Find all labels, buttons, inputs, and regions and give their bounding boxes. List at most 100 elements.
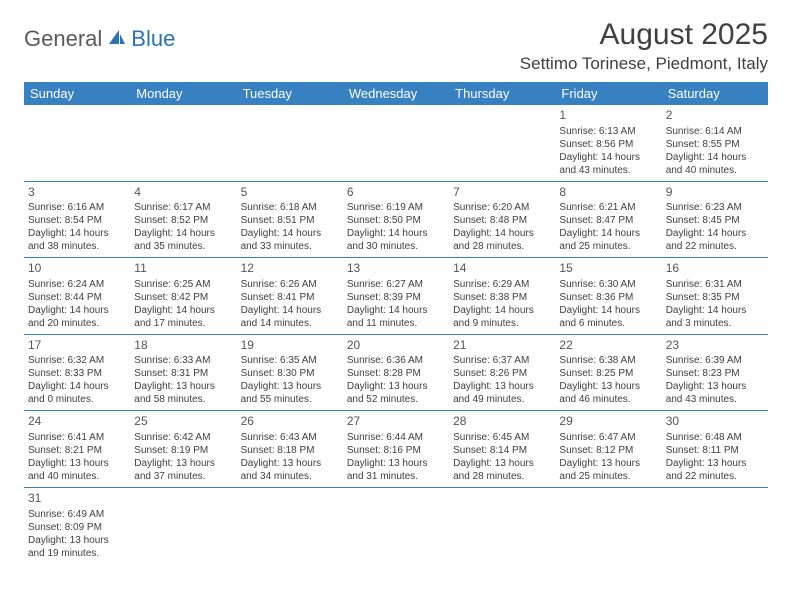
daylight-text: Daylight: 13 hours and 37 minutes. (134, 457, 232, 483)
sunrise-text: Sunrise: 6:29 AM (453, 278, 551, 291)
calendar-cell: 19Sunrise: 6:35 AMSunset: 8:30 PMDayligh… (237, 335, 343, 411)
sunrise-text: Sunrise: 6:21 AM (559, 201, 657, 214)
calendar-cell: 27Sunrise: 6:44 AMSunset: 8:16 PMDayligh… (343, 411, 449, 487)
daylight-text: Daylight: 13 hours and 34 minutes. (241, 457, 339, 483)
day-number: 20 (347, 338, 445, 354)
sunset-text: Sunset: 8:12 PM (559, 444, 657, 457)
day-header-cell: Saturday (662, 82, 768, 105)
daylight-text: Daylight: 14 hours and 6 minutes. (559, 304, 657, 330)
daylight-text: Daylight: 13 hours and 22 minutes. (666, 457, 764, 483)
sunset-text: Sunset: 8:21 PM (28, 444, 126, 457)
sunset-text: Sunset: 8:19 PM (134, 444, 232, 457)
day-number: 30 (666, 414, 764, 430)
day-header-cell: Thursday (449, 82, 555, 105)
daylight-text: Daylight: 14 hours and 43 minutes. (559, 151, 657, 177)
day-number: 31 (28, 491, 126, 507)
calendar-cell: 25Sunrise: 6:42 AMSunset: 8:19 PMDayligh… (130, 411, 236, 487)
day-number: 27 (347, 414, 445, 430)
calendar-cell (130, 105, 236, 181)
day-number: 12 (241, 261, 339, 277)
daylight-text: Daylight: 14 hours and 22 minutes. (666, 227, 764, 253)
day-header-cell: Sunday (24, 82, 130, 105)
day-number: 9 (666, 185, 764, 201)
daylight-text: Daylight: 14 hours and 17 minutes. (134, 304, 232, 330)
daylight-text: Daylight: 14 hours and 3 minutes. (666, 304, 764, 330)
calendar-cell: 22Sunrise: 6:38 AMSunset: 8:25 PMDayligh… (555, 335, 661, 411)
sunrise-text: Sunrise: 6:42 AM (134, 431, 232, 444)
day-number: 17 (28, 338, 126, 354)
day-number: 3 (28, 185, 126, 201)
calendar-week: 10Sunrise: 6:24 AMSunset: 8:44 PMDayligh… (24, 258, 768, 335)
sunset-text: Sunset: 8:30 PM (241, 367, 339, 380)
sunset-text: Sunset: 8:38 PM (453, 291, 551, 304)
sunset-text: Sunset: 8:26 PM (453, 367, 551, 380)
daylight-text: Daylight: 14 hours and 30 minutes. (347, 227, 445, 253)
day-number: 19 (241, 338, 339, 354)
day-number: 29 (559, 414, 657, 430)
day-number: 25 (134, 414, 232, 430)
sunrise-text: Sunrise: 6:14 AM (666, 125, 764, 138)
daylight-text: Daylight: 14 hours and 11 minutes. (347, 304, 445, 330)
logo: General Blue (24, 26, 175, 52)
sunrise-text: Sunrise: 6:48 AM (666, 431, 764, 444)
sunrise-text: Sunrise: 6:26 AM (241, 278, 339, 291)
sunset-text: Sunset: 8:23 PM (666, 367, 764, 380)
sunrise-text: Sunrise: 6:35 AM (241, 354, 339, 367)
daylight-text: Daylight: 14 hours and 14 minutes. (241, 304, 339, 330)
calendar-cell: 31Sunrise: 6:49 AMSunset: 8:09 PMDayligh… (24, 488, 130, 564)
daylight-text: Daylight: 13 hours and 40 minutes. (28, 457, 126, 483)
sunrise-text: Sunrise: 6:44 AM (347, 431, 445, 444)
day-number: 10 (28, 261, 126, 277)
daylight-text: Daylight: 13 hours and 58 minutes. (134, 380, 232, 406)
calendar-cell: 1Sunrise: 6:13 AMSunset: 8:56 PMDaylight… (555, 105, 661, 181)
sunset-text: Sunset: 8:31 PM (134, 367, 232, 380)
sunset-text: Sunset: 8:35 PM (666, 291, 764, 304)
sunrise-text: Sunrise: 6:31 AM (666, 278, 764, 291)
daylight-text: Daylight: 13 hours and 55 minutes. (241, 380, 339, 406)
logo-text-general: General (24, 26, 102, 52)
calendar-cell: 23Sunrise: 6:39 AMSunset: 8:23 PMDayligh… (662, 335, 768, 411)
calendar-week: 31Sunrise: 6:49 AMSunset: 8:09 PMDayligh… (24, 488, 768, 564)
day-number: 4 (134, 185, 232, 201)
day-number: 6 (347, 185, 445, 201)
sunset-text: Sunset: 8:50 PM (347, 214, 445, 227)
calendar: Sunday Monday Tuesday Wednesday Thursday… (24, 82, 768, 564)
daylight-text: Daylight: 14 hours and 40 minutes. (666, 151, 764, 177)
sunrise-text: Sunrise: 6:43 AM (241, 431, 339, 444)
sunrise-text: Sunrise: 6:16 AM (28, 201, 126, 214)
logo-text-blue: Blue (131, 26, 175, 52)
sunset-text: Sunset: 8:55 PM (666, 138, 764, 151)
day-number: 15 (559, 261, 657, 277)
daylight-text: Daylight: 13 hours and 46 minutes. (559, 380, 657, 406)
calendar-cell: 17Sunrise: 6:32 AMSunset: 8:33 PMDayligh… (24, 335, 130, 411)
calendar-cell: 9Sunrise: 6:23 AMSunset: 8:45 PMDaylight… (662, 182, 768, 258)
calendar-cell: 14Sunrise: 6:29 AMSunset: 8:38 PMDayligh… (449, 258, 555, 334)
daylight-text: Daylight: 14 hours and 28 minutes. (453, 227, 551, 253)
calendar-cell: 20Sunrise: 6:36 AMSunset: 8:28 PMDayligh… (343, 335, 449, 411)
sunrise-text: Sunrise: 6:32 AM (28, 354, 126, 367)
sunrise-text: Sunrise: 6:38 AM (559, 354, 657, 367)
header: General Blue August 2025 Settimo Torines… (24, 18, 768, 74)
day-header-cell: Wednesday (343, 82, 449, 105)
daylight-text: Daylight: 14 hours and 20 minutes. (28, 304, 126, 330)
day-number: 16 (666, 261, 764, 277)
daylight-text: Daylight: 13 hours and 31 minutes. (347, 457, 445, 483)
sunset-text: Sunset: 8:09 PM (28, 521, 126, 534)
calendar-week: 3Sunrise: 6:16 AMSunset: 8:54 PMDaylight… (24, 182, 768, 259)
calendar-cell: 16Sunrise: 6:31 AMSunset: 8:35 PMDayligh… (662, 258, 768, 334)
day-number: 18 (134, 338, 232, 354)
day-header-cell: Monday (130, 82, 236, 105)
day-number: 5 (241, 185, 339, 201)
sunrise-text: Sunrise: 6:13 AM (559, 125, 657, 138)
daylight-text: Daylight: 14 hours and 33 minutes. (241, 227, 339, 253)
sunset-text: Sunset: 8:25 PM (559, 367, 657, 380)
calendar-cell (130, 488, 236, 564)
day-number: 2 (666, 108, 764, 124)
sunset-text: Sunset: 8:41 PM (241, 291, 339, 304)
day-number: 1 (559, 108, 657, 124)
day-number: 8 (559, 185, 657, 201)
calendar-cell (237, 105, 343, 181)
calendar-cell: 24Sunrise: 6:41 AMSunset: 8:21 PMDayligh… (24, 411, 130, 487)
sunrise-text: Sunrise: 6:41 AM (28, 431, 126, 444)
daylight-text: Daylight: 13 hours and 25 minutes. (559, 457, 657, 483)
